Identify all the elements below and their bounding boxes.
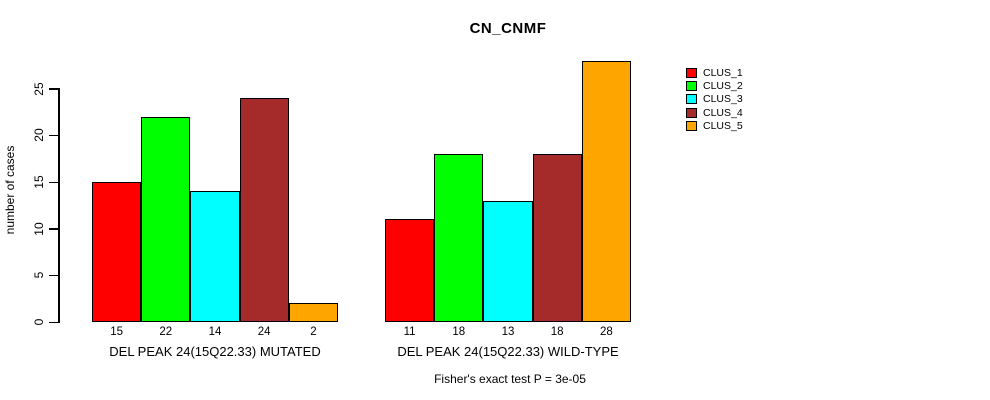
bar-value-label: 18 — [452, 326, 466, 338]
bar-value-label: 11 — [403, 326, 416, 338]
bar-clus_5-group1 — [288, 303, 338, 322]
y-axis-tick — [49, 88, 58, 90]
bar-clus_2-group1 — [141, 116, 191, 322]
bar-clus_1-group2 — [385, 219, 435, 322]
bar-clus_1-group1 — [92, 182, 142, 322]
bar-value-label: 22 — [159, 326, 173, 338]
y-axis-tick — [49, 134, 58, 137]
legend-item: CLUS_2 — [686, 79, 743, 92]
bar-value-label: 2 — [310, 326, 317, 338]
y-axis-label: number of cases — [3, 145, 17, 235]
legend-item: CLUS_3 — [686, 93, 743, 106]
y-axis-tick — [49, 321, 58, 323]
fisher-test-note: Fisher's exact test P = 3e-05 — [434, 372, 586, 386]
bar-clus_3-group1 — [190, 191, 240, 322]
y-axis-tick-label: 15 — [32, 175, 46, 189]
legend-color-swatch-clus_5 — [686, 121, 697, 132]
legend-item: CLUS_5 — [686, 120, 743, 133]
y-axis-line — [58, 88, 60, 323]
bar-value-label: 13 — [501, 326, 515, 338]
y-axis-tick-label: 10 — [32, 222, 46, 236]
y-axis-tick-label: 20 — [32, 128, 46, 143]
y-axis-tick — [49, 181, 58, 184]
legend-color-swatch-clus_3 — [686, 94, 697, 105]
bar-clus_3-group2 — [483, 200, 533, 322]
bar-clus_2-group2 — [434, 154, 484, 322]
bar-clus_4-group2 — [532, 154, 582, 322]
bar-value-label: 18 — [550, 326, 564, 338]
legend-label: CLUS_5 — [703, 120, 743, 133]
legend-color-swatch-clus_2 — [686, 81, 697, 92]
bar-value-label: 24 — [257, 326, 271, 338]
bar-clus_5-group2 — [581, 60, 631, 322]
bar-value-label: 14 — [208, 326, 222, 338]
y-axis-tick-label: 0 — [32, 318, 46, 326]
bar-clus_4-group1 — [239, 98, 289, 322]
chart-title: CN_CNMF — [469, 20, 547, 37]
legend-color-swatch-clus_4 — [686, 107, 697, 118]
bar-value-label: 15 — [110, 326, 123, 338]
legend: CLUS_1 CLUS_2 CLUS_3 CLUS_4 CLUS_5 — [686, 66, 743, 133]
x-axis-group-label-mutated: DEL PEAK 24(15Q22.33) MUTATED — [109, 344, 321, 359]
legend-label: CLUS_2 — [703, 80, 743, 93]
legend-label: CLUS_1 — [703, 66, 743, 79]
y-axis-tick — [49, 274, 58, 277]
y-axis-tick-label: 25 — [32, 82, 46, 96]
bar-value-label: 28 — [599, 326, 613, 338]
y-axis-tick — [49, 228, 58, 230]
legend-label: CLUS_3 — [703, 93, 743, 106]
legend-label: CLUS_4 — [703, 106, 743, 119]
x-axis-group-label-wildtype: DEL PEAK 24(15Q22.33) WILD-TYPE — [397, 344, 619, 359]
legend-color-swatch-clus_1 — [686, 67, 697, 78]
y-axis-tick-label: 5 — [32, 272, 46, 279]
legend-item: CLUS_1 — [686, 66, 743, 79]
legend-item: CLUS_4 — [686, 106, 743, 119]
